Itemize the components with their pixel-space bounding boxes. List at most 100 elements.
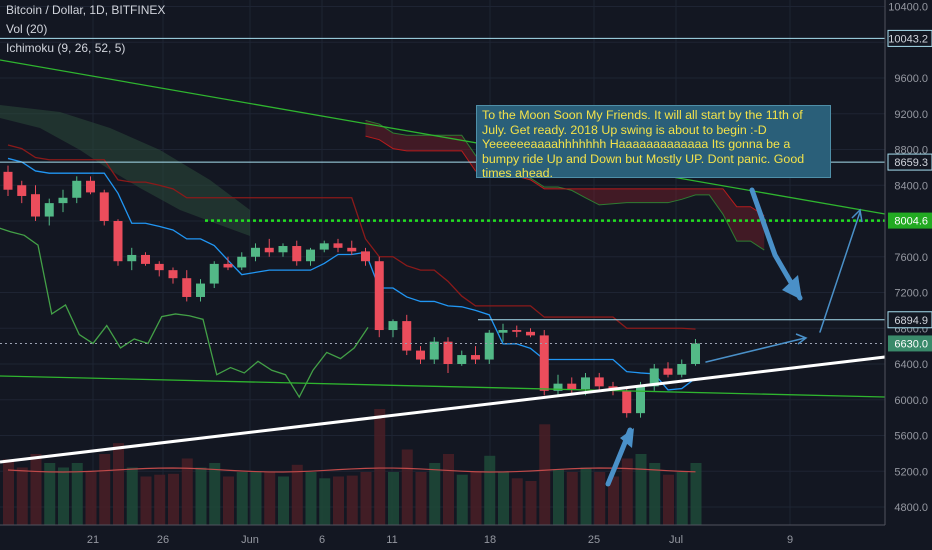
volume-bar bbox=[566, 472, 578, 525]
candle-body bbox=[113, 221, 123, 262]
volume-bar bbox=[264, 472, 276, 525]
candle-body bbox=[677, 364, 687, 375]
down-arrow-head bbox=[782, 275, 802, 300]
candle-body bbox=[251, 247, 260, 257]
time-tick-label: 6 bbox=[319, 534, 325, 546]
axis-background bbox=[885, 0, 932, 550]
candle-body bbox=[471, 355, 480, 360]
price-tick-label: 7600.0 bbox=[894, 252, 928, 264]
volume-bar bbox=[401, 449, 413, 525]
time-axis[interactable]: 21 26 Jun 6 11 18 25 Jul 9 bbox=[0, 524, 885, 550]
candle-body bbox=[484, 332, 494, 360]
candle-body bbox=[99, 192, 109, 221]
volume-bar bbox=[44, 463, 56, 525]
volume-pane bbox=[3, 409, 702, 525]
price-label-box bbox=[888, 212, 932, 229]
price-axis[interactable]: 4800.05200.05600.06000.06400.06800.07200… bbox=[884, 0, 932, 550]
candle-body bbox=[127, 254, 137, 262]
candles bbox=[3, 165, 700, 418]
volume-bar bbox=[594, 472, 606, 525]
volume-bar bbox=[539, 424, 551, 525]
candle-body bbox=[581, 377, 590, 390]
volume-bar bbox=[181, 458, 193, 525]
volume-bar bbox=[663, 474, 674, 525]
volume-bar bbox=[71, 463, 83, 525]
candle-body bbox=[663, 368, 673, 375]
volume-bar bbox=[319, 478, 331, 525]
cloud-fill-early bbox=[0, 105, 250, 236]
volume-bar bbox=[16, 467, 28, 525]
candle-body bbox=[416, 350, 425, 360]
span-b-line bbox=[365, 135, 765, 217]
volume-bar bbox=[608, 476, 619, 525]
right-arrow-head bbox=[795, 333, 808, 345]
candle-body bbox=[44, 203, 54, 217]
volume-bar bbox=[305, 472, 317, 525]
volume-bar bbox=[278, 476, 289, 525]
candle-body bbox=[594, 377, 604, 387]
candle-body bbox=[388, 321, 398, 331]
candle-body bbox=[512, 330, 522, 332]
candle-body bbox=[264, 247, 274, 253]
volume-legend[interactable]: Vol (20) bbox=[6, 22, 48, 36]
price-tick-label: 5200.0 bbox=[894, 466, 928, 478]
candle-body bbox=[333, 243, 343, 248]
candle-body bbox=[457, 355, 467, 364]
price-label-box bbox=[887, 153, 932, 171]
candle-body bbox=[539, 335, 549, 391]
volume-bar bbox=[113, 443, 124, 525]
right-arrow-line bbox=[705, 337, 806, 363]
candle-body bbox=[636, 386, 645, 414]
candle-body bbox=[429, 341, 439, 360]
time-tick-label: 18 bbox=[484, 534, 496, 546]
candle-body bbox=[567, 383, 577, 390]
volume-bar bbox=[250, 472, 262, 525]
candle-body bbox=[237, 256, 247, 268]
symbol-title[interactable]: Bitcoin / Dollar, 1D, BITFINEX bbox=[6, 3, 166, 17]
candle-body bbox=[86, 180, 95, 193]
volume-bar bbox=[168, 473, 179, 525]
volume-bar bbox=[3, 459, 14, 525]
volume-bar bbox=[484, 455, 496, 525]
price-label: 10043.2 bbox=[888, 33, 928, 45]
up-arrow-line bbox=[819, 211, 861, 333]
volume-bar bbox=[553, 469, 564, 525]
volume-bar bbox=[374, 409, 386, 525]
volume-bar bbox=[429, 463, 441, 525]
volume-bar bbox=[209, 463, 221, 525]
text-annotation[interactable]: To the Moon Soon My Friends. It will all… bbox=[476, 105, 831, 178]
candle-body bbox=[691, 343, 700, 364]
price-tick-label: 9200.0 bbox=[894, 109, 928, 121]
volume-bar bbox=[99, 454, 111, 525]
volume-bar bbox=[443, 454, 454, 525]
price-tick-label: 8400.0 bbox=[894, 180, 928, 192]
candle-body bbox=[3, 171, 13, 190]
volume-bar bbox=[30, 454, 42, 525]
descending-trendline bbox=[0, 59, 886, 215]
volume-bar bbox=[333, 476, 344, 525]
candle-body bbox=[553, 383, 563, 391]
candle-body bbox=[347, 247, 357, 252]
time-tick-label: 26 bbox=[157, 534, 169, 546]
candle-body bbox=[443, 341, 453, 364]
time-axis-background bbox=[0, 525, 885, 550]
candle-body bbox=[196, 283, 205, 297]
volume-bar bbox=[470, 472, 482, 525]
price-label: 8659.3 bbox=[894, 157, 928, 169]
candle-body bbox=[292, 246, 302, 262]
ichimoku-legend[interactable]: Ichimoku (9, 26, 52, 5) bbox=[6, 41, 126, 55]
up-arrow-head-bottom bbox=[620, 428, 634, 448]
volume-bar bbox=[154, 474, 166, 525]
candle-body bbox=[223, 263, 233, 268]
candle-body bbox=[209, 263, 219, 284]
candle-body bbox=[498, 330, 508, 333]
volume-bar bbox=[58, 467, 69, 525]
volume-bar bbox=[621, 458, 633, 525]
volume-bar bbox=[223, 476, 234, 525]
candle-body bbox=[17, 185, 27, 196]
price-tick-label: 9600.0 bbox=[894, 73, 928, 85]
volume-bar bbox=[346, 475, 358, 525]
up-arrow-head bbox=[851, 208, 863, 223]
